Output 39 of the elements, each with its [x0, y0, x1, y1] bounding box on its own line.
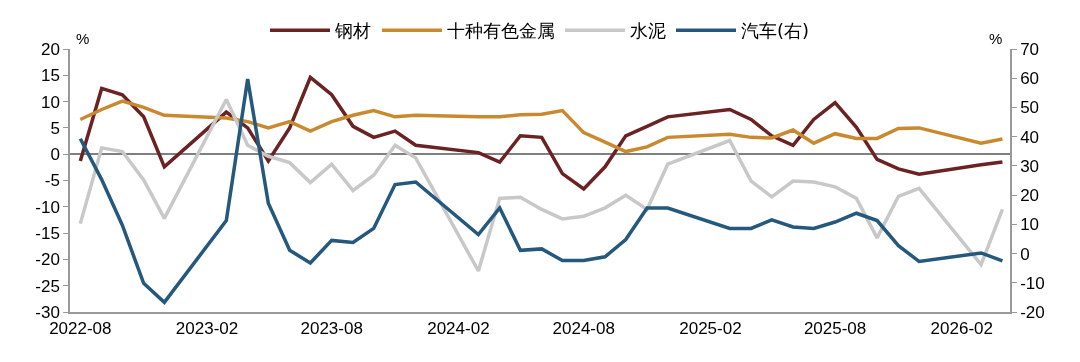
y2-tick-label: 70	[1020, 39, 1040, 59]
y-tick-label: 20	[40, 39, 60, 59]
y-tick-label: -10	[35, 197, 60, 217]
y2-tick-label: -20	[1020, 302, 1045, 322]
y2-tick-label: 40	[1020, 127, 1040, 147]
y2-axis-title: %	[989, 30, 1003, 47]
y2-tick-label: 0	[1020, 244, 1030, 264]
legend-label: 钢材	[334, 20, 371, 42]
y2-tick-label: 30	[1020, 156, 1040, 176]
x-tick-label: 2024-08	[552, 319, 615, 339]
line-series	[78, 75, 1005, 191]
x-tick-label: 2023-08	[300, 319, 363, 339]
y2-tick-label: 10	[1020, 215, 1040, 235]
y-tick-label: -5	[44, 171, 60, 191]
y2-tick-label: 50	[1020, 98, 1040, 118]
y-axis-title: %	[76, 30, 90, 47]
y-tick-label: 15	[40, 66, 60, 86]
y2-tick-label: 20	[1020, 186, 1040, 206]
y2-tick-label: 60	[1020, 69, 1040, 89]
legend-label: 水泥	[630, 20, 666, 42]
line-series	[78, 97, 1005, 273]
legend-label: 十种有色金属	[447, 20, 555, 42]
y-tick-label: 0	[50, 145, 60, 165]
line-series	[78, 77, 1005, 305]
line-series	[78, 99, 1005, 154]
legend-label: 汽车(右)	[741, 20, 810, 42]
y-tick-label: -30	[35, 302, 60, 322]
y-tick-label: -15	[35, 224, 60, 244]
y-tick-label: -20	[35, 250, 60, 270]
x-tick-label: 2023-02	[175, 319, 239, 339]
x-tick-label: 2022-08	[49, 319, 112, 339]
x-tick-label: 2025-08	[803, 319, 867, 339]
x-tick-label: 2025-02	[679, 319, 742, 339]
y-tick-label: 10	[40, 92, 60, 112]
y-tick-label: -25	[35, 276, 60, 296]
x-tick-label: 2024-02	[427, 319, 490, 339]
y2-tick-label: -10	[1020, 273, 1045, 293]
x-tick-label: 2026-02	[930, 319, 993, 339]
y-tick-label: 5	[50, 118, 60, 138]
